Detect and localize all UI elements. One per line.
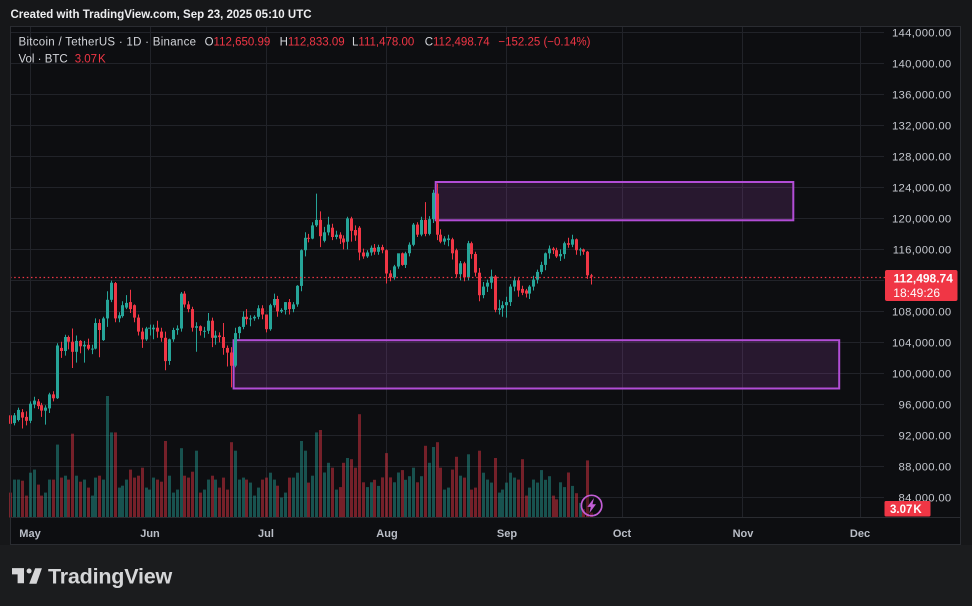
svg-text:TradingView: TradingView bbox=[48, 565, 173, 589]
svg-text:Oct: Oct bbox=[613, 528, 632, 540]
svg-text:Sep: Sep bbox=[497, 528, 517, 540]
svg-text:Vol · BTC: Vol · BTC bbox=[19, 54, 68, 66]
svg-text:144,000.00: 144,000.00 bbox=[892, 27, 952, 39]
svg-text:Jul: Jul bbox=[258, 528, 274, 540]
svg-text:108,000.00: 108,000.00 bbox=[892, 306, 952, 318]
svg-text:L111,478.00: L111,478.00 bbox=[352, 37, 414, 49]
svg-text:18:49:26: 18:49:26 bbox=[893, 286, 940, 300]
svg-text:132,000.00: 132,000.00 bbox=[892, 120, 952, 132]
svg-text:−152.25 (−0.14%): −152.25 (−0.14%) bbox=[498, 37, 590, 49]
svg-text:112,498.74: 112,498.74 bbox=[894, 272, 954, 286]
svg-text:88,000.00: 88,000.00 bbox=[899, 462, 952, 474]
svg-text:H112,833.09: H112,833.09 bbox=[280, 37, 345, 49]
svg-text:140,000.00: 140,000.00 bbox=[892, 58, 952, 70]
svg-text:104,000.00: 104,000.00 bbox=[892, 337, 952, 349]
svg-text:100,000.00: 100,000.00 bbox=[892, 368, 952, 380]
svg-text:92,000.00: 92,000.00 bbox=[899, 431, 952, 443]
svg-text:Nov: Nov bbox=[733, 528, 755, 540]
svg-text:116,000.00: 116,000.00 bbox=[893, 244, 952, 256]
svg-text:Aug: Aug bbox=[376, 528, 397, 540]
svg-text:3.07 K: 3.07 K bbox=[75, 54, 106, 66]
svg-text:124,000.00: 124,000.00 bbox=[892, 182, 952, 194]
svg-text:O112,650.99: O112,650.99 bbox=[205, 37, 271, 49]
svg-text:Jun: Jun bbox=[140, 528, 160, 540]
svg-text:Bitcoin / TetherUS · 1D · Bina: Bitcoin / TetherUS · 1D · Binance bbox=[19, 37, 197, 49]
svg-text:May: May bbox=[19, 528, 41, 540]
svg-text:3.07 K: 3.07 K bbox=[890, 504, 922, 516]
svg-text:C112,498.74: C112,498.74 bbox=[425, 37, 491, 49]
svg-text:128,000.00: 128,000.00 bbox=[892, 151, 952, 163]
svg-text:Dec: Dec bbox=[850, 528, 870, 540]
svg-text:Created with TradingView.com,: Created with TradingView.com, Sep 23, 20… bbox=[11, 9, 312, 21]
svg-text:120,000.00: 120,000.00 bbox=[892, 213, 952, 225]
svg-text:96,000.00: 96,000.00 bbox=[899, 400, 952, 412]
svg-text:136,000.00: 136,000.00 bbox=[892, 89, 952, 101]
